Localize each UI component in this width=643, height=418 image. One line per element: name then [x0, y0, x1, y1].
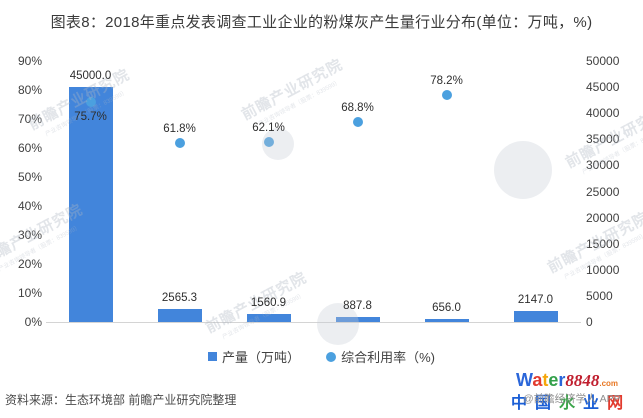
bar-value-label: 1560.9 — [250, 296, 287, 309]
legend-label-production: 产量（万吨） — [222, 350, 301, 365]
utilization-value-label: 62.1% — [252, 121, 285, 134]
y-axis-left-tick-label: 40% — [17, 199, 42, 213]
utilization-value-label: 61.8% — [163, 122, 196, 135]
utilization-value-label: 78.2% — [430, 75, 463, 88]
y-axis-right-tick-label: 20000 — [586, 210, 620, 225]
x-axis-line — [46, 322, 581, 323]
y-axis-right-tick-label: 35000 — [586, 132, 620, 147]
y-axis-left-tick-label: 0% — [24, 315, 42, 329]
site-name-char: 国 — [535, 395, 560, 412]
y-axis-left-tick-label: 30% — [17, 228, 42, 242]
logo-letter: t — [542, 370, 549, 390]
legend-item-utilization: 综合利用率（%) — [326, 347, 435, 366]
y-axis-right-tick-label: 0 — [586, 315, 593, 329]
watermark-logo-circle — [494, 141, 552, 199]
logo-letter: e — [548, 370, 559, 390]
chart-title: 图表8：2018年重点发表调查工业企业的粉煤灰产生量行业分布(单位：万吨，%) — [50, 14, 593, 31]
utilization-value-label: 68.8% — [341, 102, 374, 115]
y-axis-right-tick-label: 15000 — [586, 236, 620, 251]
utilization-dot — [263, 136, 274, 147]
bar-value-label: 656.0 — [432, 301, 461, 314]
y-axis-right-tick-label: 5000 — [586, 288, 613, 303]
logo-letter: a — [532, 370, 543, 390]
site-name-char: 业 — [583, 395, 608, 412]
legend: 产量（万吨） 综合利用率（%) — [0, 347, 643, 366]
site-name-char: 水 — [559, 395, 584, 412]
y-axis-right-tick-label: 10000 — [586, 262, 620, 277]
y-axis-left-tick-label: 60% — [17, 141, 42, 155]
site-name-char: 中 — [511, 395, 536, 412]
y-axis-left-tick-label: 70% — [17, 112, 42, 126]
production-bar — [68, 87, 113, 322]
y-axis-left-tick-label: 90% — [17, 54, 42, 68]
production-bar — [246, 313, 291, 322]
legend-item-production: 产量（万吨） — [208, 347, 300, 366]
watermark-text: 前瞻产业研究院 产业咨询领导者（股票：839599） — [238, 53, 351, 132]
utilization-dot — [352, 117, 363, 128]
bar-series-swatch — [208, 352, 218, 361]
bar-value-label: 887.8 — [343, 300, 372, 313]
y-axis-left-tick-label: 20% — [17, 257, 42, 271]
source-note: 资料来源：生态环境部 前瞻产业研究院整理 — [5, 393, 237, 407]
qianzhan-app-credit: @前瞻经济学人 APP — [523, 393, 621, 405]
production-bar — [424, 318, 469, 322]
y-axis-right-tick-label: 30000 — [586, 158, 620, 173]
site-name-char: 网 — [607, 395, 632, 412]
water8848-logo: Water8848.com — [516, 371, 618, 389]
y-axis-right-tick-label: 50000 — [586, 54, 620, 68]
production-bar — [157, 308, 202, 322]
logo-letter: W — [516, 370, 533, 390]
utilization-dot — [441, 90, 452, 101]
production-bar — [335, 317, 380, 322]
bar-value-label: 2147.0 — [517, 293, 554, 306]
y-axis-left-tick-label: 50% — [17, 170, 42, 184]
logo-number: 8848 — [565, 371, 600, 390]
y-axis-right-tick-label: 25000 — [586, 184, 620, 199]
y-axis-right-tick-label: 45000 — [586, 80, 620, 95]
bar-value-label: 45000.0 — [69, 70, 112, 83]
logo-domain: .com — [599, 379, 619, 388]
bar-value-label: 2565.3 — [161, 291, 198, 304]
production-bar — [513, 310, 558, 322]
utilization-value-label: 75.7% — [74, 111, 107, 124]
utilization-dot — [85, 97, 96, 108]
scatter-series-swatch — [326, 351, 337, 362]
y-axis-right-tick-label: 40000 — [586, 106, 620, 121]
y-axis-left-tick-label: 10% — [17, 286, 42, 300]
logo-letter: r — [558, 370, 566, 390]
utilization-dot — [174, 137, 185, 148]
china-water-site-name: 中国水业网 — [511, 389, 631, 413]
legend-label-utilization: 综合利用率（%) — [341, 350, 435, 365]
y-axis-left-tick-label: 80% — [17, 83, 42, 97]
